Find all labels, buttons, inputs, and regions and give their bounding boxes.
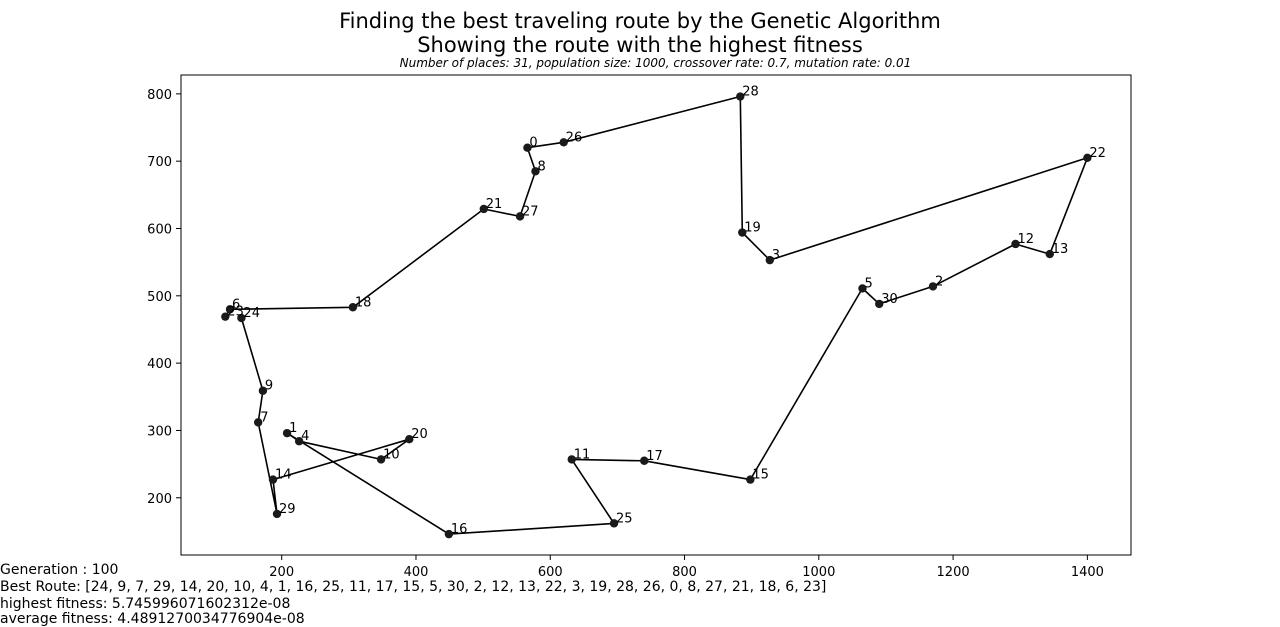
place-marker-28 <box>736 92 745 101</box>
y-tick-label: 300 <box>147 424 172 439</box>
y-tick-label: 800 <box>147 88 172 103</box>
place-marker-20 <box>405 435 414 444</box>
place-label-15: 15 <box>752 468 769 483</box>
place-label-17: 17 <box>646 449 663 464</box>
y-tick-label: 600 <box>147 222 172 237</box>
place-marker-30 <box>875 299 884 309</box>
place-label-19: 19 <box>744 221 761 236</box>
place-label-23: 23 <box>227 305 244 320</box>
place-marker-11 <box>567 455 576 464</box>
place-label-11: 11 <box>574 447 591 462</box>
place-label-16: 16 <box>451 522 468 537</box>
y-tick-label: 200 <box>147 492 172 507</box>
place-marker-5 <box>858 284 867 293</box>
place-label-5: 5 <box>864 276 872 291</box>
place-label-24: 24 <box>243 306 260 321</box>
place-label-30: 30 <box>881 292 898 307</box>
place-label-22: 22 <box>1089 146 1106 161</box>
place-label-27: 27 <box>522 204 539 219</box>
place-label-6: 6 <box>232 297 240 312</box>
place-marker-6 <box>225 305 235 314</box>
place-label-13: 13 <box>1052 242 1069 257</box>
highest-fitness-text: highest fitness: 5.745996071602312e-08 <box>0 596 291 612</box>
place-marker-29 <box>272 509 282 519</box>
best-route-text: Best Route: [24, 9, 7, 29, 14, 20, 10, 4… <box>0 579 827 595</box>
place-marker-23 <box>221 312 230 321</box>
x-tick-label: 200 <box>269 565 294 580</box>
place-label-8: 8 <box>537 159 545 174</box>
place-label-4: 4 <box>301 429 309 444</box>
place-marker-14 <box>268 475 278 484</box>
y-tick-label: 700 <box>147 155 172 170</box>
x-tick-label: 400 <box>404 565 429 580</box>
place-label-20: 20 <box>411 427 428 442</box>
place-marker-8 <box>531 167 540 176</box>
place-marker-17 <box>640 456 649 465</box>
place-marker-10 <box>376 455 386 464</box>
x-tick-label: 1000 <box>802 565 835 580</box>
place-marker-12 <box>1011 239 1020 249</box>
place-label-10: 10 <box>383 447 400 462</box>
chart-subtitle: Number of places: 31, population size: 1… <box>399 56 912 70</box>
place-marker-21 <box>479 204 488 214</box>
place-marker-19 <box>738 228 747 237</box>
place-marker-24 <box>237 313 246 323</box>
place-marker-2 <box>928 282 938 291</box>
y-tick-label: 400 <box>147 357 172 372</box>
generation-text: Generation : 100 <box>0 562 119 578</box>
place-markers <box>221 92 1092 539</box>
place-label-29: 29 <box>279 502 296 517</box>
place-marker-27 <box>515 212 525 221</box>
route-path <box>224 95 1089 535</box>
y-tick-label: 500 <box>147 290 172 305</box>
place-marker-22 <box>1083 153 1092 163</box>
x-tick-label: 800 <box>672 565 697 580</box>
place-marker-13 <box>1045 249 1054 259</box>
place-marker-26 <box>559 138 568 147</box>
place-label-12: 12 <box>1018 232 1035 247</box>
place-label-2: 2 <box>935 274 943 289</box>
place-label-7: 7 <box>260 410 268 425</box>
place-marker-1 <box>282 428 292 438</box>
place-marker-18 <box>348 303 358 312</box>
chart-title-line-2: Showing the route with the highest fitne… <box>417 33 863 57</box>
place-marker-0 <box>523 143 532 152</box>
place-marker-9 <box>258 386 268 395</box>
x-tick-label: 1400 <box>1071 565 1104 580</box>
axis-ticks: 200 400 600 800 1000 1200 14002003004005006007… <box>147 88 1104 580</box>
place-label-0: 0 <box>529 136 537 151</box>
place-marker-7 <box>254 418 263 427</box>
place-marker-16 <box>444 529 454 539</box>
place-marker-4 <box>294 437 304 446</box>
best-route-line <box>224 95 1089 535</box>
place-label-18: 18 <box>355 295 372 310</box>
place-label-28: 28 <box>742 85 759 100</box>
x-tick-label: 600 <box>538 565 563 580</box>
average-fitness-text: average fitness: 4.4891270034776904e-08 <box>0 611 305 627</box>
place-label-26: 26 <box>566 130 583 145</box>
place-label-1: 1 <box>289 421 297 436</box>
chart-title: Finding the best traveling route by the … <box>339 9 941 33</box>
place-marker-15 <box>746 475 755 484</box>
x-tick-label: 1200 <box>937 565 970 580</box>
place-label-14: 14 <box>275 468 292 483</box>
place-marker-25 <box>609 519 619 528</box>
plot-border <box>180 74 1132 556</box>
place-marker-3 <box>765 255 774 265</box>
place-label-9: 9 <box>265 379 273 394</box>
place-label-25: 25 <box>616 511 633 526</box>
place-label-21: 21 <box>486 197 503 212</box>
plot-frame <box>180 74 1132 556</box>
place-label-3: 3 <box>772 248 780 263</box>
